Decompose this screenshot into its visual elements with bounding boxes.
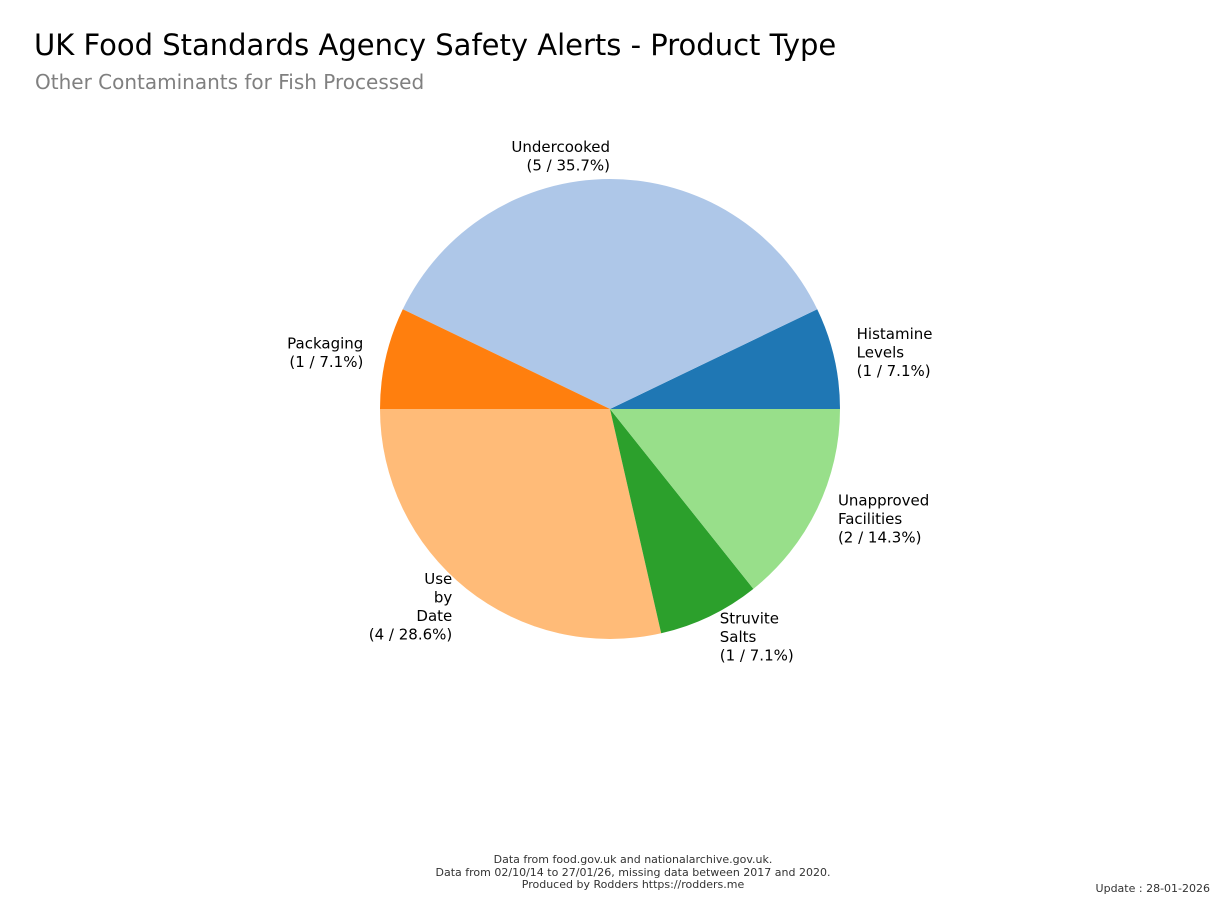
update-date: Update : 28-01-2026: [1095, 882, 1210, 895]
slice-label-line: (1 / 7.1%): [289, 353, 363, 371]
slice-label-line: Date: [416, 607, 452, 625]
slice-label-line: (2 / 14.3%): [838, 528, 922, 546]
pie-slice-histamine-levels: [610, 309, 840, 409]
slice-label-unapproved-facilities: Unapproved Facilities (2 / 14.3%): [838, 491, 929, 546]
slice-label-line: Histamine: [857, 325, 933, 343]
footer-notes: Data from food.gov.uk and nationalarchiv…: [0, 853, 1220, 892]
slice-label-line: Packaging: [287, 334, 363, 352]
footer-line-sources: Data from food.gov.uk and nationalarchiv…: [493, 853, 773, 866]
slice-label-line: (1 / 7.1%): [857, 362, 931, 380]
chart-subtitle: Other Contaminants for Fish Processed: [35, 70, 425, 94]
slice-label-line: Struvite: [720, 609, 779, 627]
slice-label-line: Use: [424, 570, 452, 588]
pie-slice-use-by-date: [380, 409, 662, 639]
slice-label-line: Facilities: [838, 510, 902, 528]
footer-line-producer: Produced by Rodders https://rodders.me: [521, 878, 745, 891]
footer-line-date-range: Data from 02/10/14 to 27/01/26, missing …: [435, 865, 831, 879]
pie-slice-packaging: [380, 309, 610, 409]
slice-label-line: by: [434, 589, 453, 607]
slice-label-line: Undercooked: [511, 138, 610, 156]
slice-label-histamine-levels: Histamine Levels (1 / 7.1%): [857, 325, 933, 380]
slice-label-line: (1 / 7.1%): [720, 646, 794, 664]
pie-slice-struvite-salts: [610, 409, 754, 634]
slice-label-use-by-date: Use by Date (4 / 28.6%): [369, 570, 453, 644]
slice-label-line: Levels: [857, 344, 905, 362]
slice-label-struvite-salts: Struvite Salts (1 / 7.1%): [720, 609, 794, 664]
chart-title: UK Food Standards Agency Safety Alerts -…: [34, 28, 837, 62]
slice-label-undercooked: Undercooked (5 / 35.7%): [511, 138, 610, 175]
pie-slice-unapproved-facilities: [610, 409, 840, 589]
slice-label-packaging: Packaging (1 / 7.1%): [287, 334, 363, 371]
slice-label-line: (4 / 28.6%): [369, 626, 453, 644]
pie-slice-undercooked: [402, 179, 818, 409]
slice-label-line: Salts: [720, 628, 757, 646]
slice-label-line: (5 / 35.7%): [527, 156, 611, 174]
slice-label-line: Unapproved: [838, 491, 929, 509]
